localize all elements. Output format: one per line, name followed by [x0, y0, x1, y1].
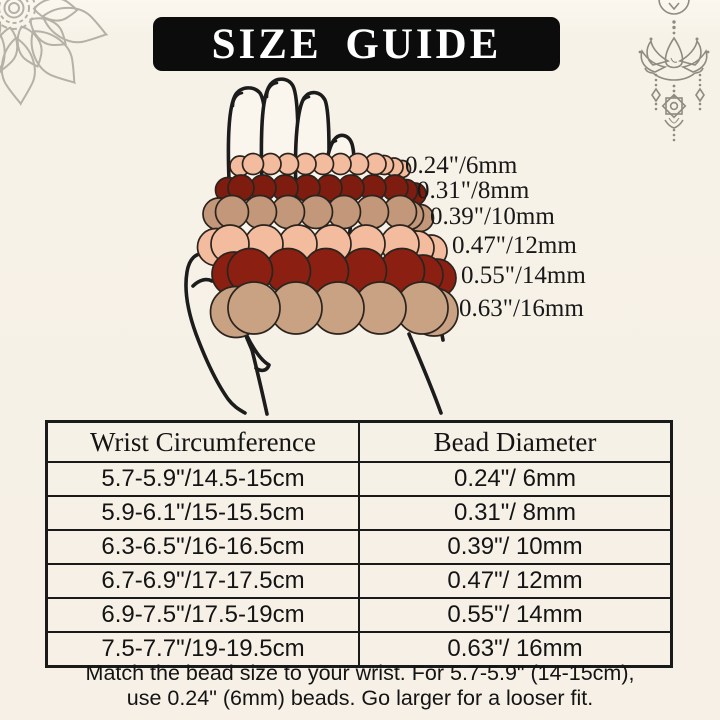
bead-strand-6: [209, 281, 459, 339]
fit-note-line1: Match the bead size to your wrist. For 5…: [85, 661, 635, 685]
lotus-ornament-icon: [638, 0, 710, 142]
bead-size-label-8mm: 0.31"/8mm: [417, 177, 530, 204]
bead-size-label-10mm: 0.39"/10mm: [430, 203, 555, 230]
wrist-cell: 7.5-7.7"/19-19.5cm: [45, 631, 360, 668]
wrist-cell: 5.7-5.9"/14.5-15cm: [45, 461, 360, 497]
table-row: 7.5-7.7"/19-19.5cm 0.63"/ 16mm: [45, 631, 673, 668]
table-row: 5.9-6.1"/15-15.5cm 0.31"/ 8mm: [45, 495, 673, 531]
bead-cell: 0.31"/ 8mm: [358, 495, 673, 531]
bead-size-label-12mm: 0.47"/12mm: [452, 232, 577, 259]
bead-cell: 0.24"/ 6mm: [358, 461, 673, 497]
bead-size-label-14mm: 0.55"/14mm: [461, 262, 586, 289]
bead-strand-2: [214, 174, 427, 206]
bead-size-label-6mm: 0.24"/6mm: [405, 152, 518, 179]
wrist-cell: 6.9-7.5"/17.5-19cm: [45, 597, 360, 633]
fit-note: Match the bead size to your wrist. For 5…: [0, 661, 720, 711]
table-row: 6.7-6.9"/17-17.5cm 0.47"/ 12mm: [45, 563, 673, 599]
wrist-cell: 6.3-6.5"/16-16.5cm: [45, 529, 360, 565]
bead-cell: 0.39"/ 10mm: [358, 529, 673, 565]
bead-strand-1: [229, 152, 412, 179]
mandala-icon: [0, 0, 112, 106]
bead-cell: 0.63"/ 16mm: [358, 631, 673, 668]
header-bead-diameter: Bead Diameter: [358, 420, 673, 463]
fit-note-line2: use 0.24" (6mm) beads. Go larger for a l…: [126, 686, 594, 710]
wrist-cell: 6.7-6.9"/17-17.5cm: [45, 563, 360, 599]
table-row: 5.7-5.9"/14.5-15cm 0.24"/ 6mm: [45, 461, 673, 497]
wrist-cell: 5.9-6.1"/15-15.5cm: [45, 495, 360, 531]
table-row: 6.9-7.5"/17.5-19cm 0.55"/ 14mm: [45, 597, 673, 633]
header-wrist-circumference: Wrist Circumference: [45, 420, 360, 463]
page-title: SIZE GUIDE: [211, 20, 502, 68]
title-banner: SIZE GUIDE: [153, 17, 560, 71]
bead-strand-3: [202, 194, 435, 233]
bead-cell: 0.47"/ 12mm: [358, 563, 673, 599]
bead-size-label-16mm: 0.63"/16mm: [459, 295, 584, 322]
table-header-row: Wrist Circumference Bead Diameter: [45, 420, 673, 463]
bead-cell: 0.55"/ 14mm: [358, 597, 673, 633]
bead-strands: [196, 152, 459, 339]
table-row: 6.3-6.5"/16-16.5cm 0.39"/ 10mm: [45, 529, 673, 565]
size-table: Wrist Circumference Bead Diameter 5.7-5.…: [45, 420, 673, 668]
